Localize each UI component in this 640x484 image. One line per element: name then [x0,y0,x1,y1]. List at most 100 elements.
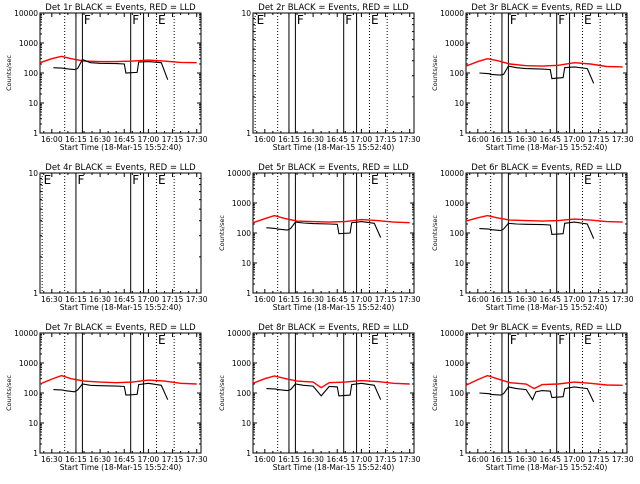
x-tick-label: 16:00 [41,135,63,144]
y-tick-label: 1000 [445,359,464,368]
detector-panel: Det 3r BLACK = Events, RED = LLD Counts/s… [431,3,634,152]
marker-label: F [132,13,139,27]
y-tick-label: 10000 [440,169,464,178]
marker-label: E [371,173,379,187]
y-tick-label: 1 [33,289,38,298]
lld-rate-line [252,214,410,224]
y-tick-label: 10 [241,259,251,268]
marker-label: E [158,173,166,187]
x-tick-label: 17:00 [138,135,160,144]
marker-label: F [84,13,91,27]
chart-title: Det 8r BLACK = Events, RED = LLD [258,323,409,333]
x-axis-label: Start Time (18-Mar-15 15:52:40) [273,303,395,312]
event-rate-line [266,382,382,400]
lld-rate-line [39,55,197,64]
x-tick-label: 17:15 [162,135,184,144]
x-tick-label: 16:00 [467,295,489,304]
y-tick-label: 100 [237,229,252,238]
marker-label: E [584,173,592,187]
x-tick-label: 16:15 [65,295,87,304]
y-tick-label: 100 [450,389,465,398]
x-tick-label: 17:30 [399,455,421,464]
x-tick-label: 17:15 [588,135,610,144]
marker-label: E [44,173,52,187]
plot-frame [252,332,415,454]
lld-rate-line [465,374,623,390]
y-tick-label: 1000 [445,39,464,48]
chart-title: Det 4r BLACK = Events, RED = LLD [45,163,196,173]
x-tick-label: 17:30 [612,295,634,304]
x-tick-label: 17:30 [186,295,208,304]
y-tick-label: 1 [246,449,251,458]
y-tick-label: 1 [459,129,464,138]
x-tick-label: 16:45 [326,135,348,144]
chart-title: Det 5r BLACK = Events, RED = LLD [258,163,409,173]
y-axis-label: Counts/sec [218,375,226,411]
y-tick-label: 10 [241,419,251,428]
x-tick-label: 16:15 [278,455,300,464]
y-tick-label: 1000 [19,359,38,368]
y-tick-label: 1 [246,129,251,138]
x-tick-label: 17:00 [351,135,373,144]
y-tick-label: 10000 [227,329,251,338]
x-tick-label: 17:30 [399,135,421,144]
x-tick-label: 16:00 [254,295,276,304]
y-tick-label: 10 [28,169,38,178]
plot-frame [465,172,628,294]
plot-frame [39,172,202,294]
y-tick-label: 10000 [14,329,38,338]
x-tick-label: 17:15 [588,455,610,464]
chart-title: Det 3r BLACK = Events, RED = LLD [471,3,622,13]
x-axis-label: Start Time (18-Mar-15 15:52:40) [486,143,608,152]
x-tick-label: 16:45 [113,295,135,304]
y-tick-label: 1000 [232,359,251,368]
y-axis-label: Counts/sec [431,215,439,251]
chart-title: Det 7r BLACK = Events, RED = LLD [45,323,196,333]
x-tick-label: 16:15 [278,295,300,304]
x-tick-label: 16:15 [65,135,87,144]
plot-frame [39,12,202,134]
marker-label: F [297,13,304,27]
y-tick-label: 10000 [14,9,38,18]
x-tick-label: 16:30 [41,295,63,304]
marker-label: E [158,333,166,347]
lld-rate-line [252,375,410,389]
detector-panel: Det 6r BLACK = Events, RED = LLD Counts/s… [431,163,634,312]
x-tick-label: 17:30 [612,455,634,464]
x-tick-label: 17:30 [399,295,421,304]
x-tick-label: 16:00 [254,455,276,464]
x-tick-label: 16:00 [254,135,276,144]
y-tick-label: 1 [459,449,464,458]
lld-rate-line [465,214,623,223]
x-tick-label: 16:45 [539,455,561,464]
marker-label: F [558,13,565,27]
event-rate-line [479,386,595,403]
x-tick-label: 17:15 [588,295,610,304]
x-tick-label: 17:15 [162,295,184,304]
x-tick-label: 17:30 [186,135,208,144]
y-tick-label: 10000 [440,329,464,338]
y-tick-label: 1 [246,289,251,298]
marker-label: F [558,333,565,347]
plot-frame [39,332,202,454]
lld-rate-line [465,57,623,68]
y-tick-label: 10 [28,99,38,108]
x-tick-label: 17:30 [186,455,208,464]
x-tick-label: 17:00 [351,455,373,464]
marker-label: E [158,13,166,27]
y-tick-label: 1 [33,449,38,458]
x-tick-label: 16:30 [302,295,324,304]
event-rate-line [266,221,382,238]
x-tick-label: 17:00 [138,295,160,304]
x-tick-label: 16:45 [113,455,135,464]
x-tick-label: 16:30 [89,135,111,144]
chart-title: Det 1r BLACK = Events, RED = LLD [45,3,196,13]
y-tick-label: 1 [459,289,464,298]
x-tick-label: 16:45 [539,295,561,304]
y-axis-label: Counts/sec [431,375,439,411]
x-tick-label: 16:30 [41,455,63,464]
marker-label: E [371,13,379,27]
x-tick-label: 17:15 [375,295,397,304]
event-rate-line [479,221,595,239]
